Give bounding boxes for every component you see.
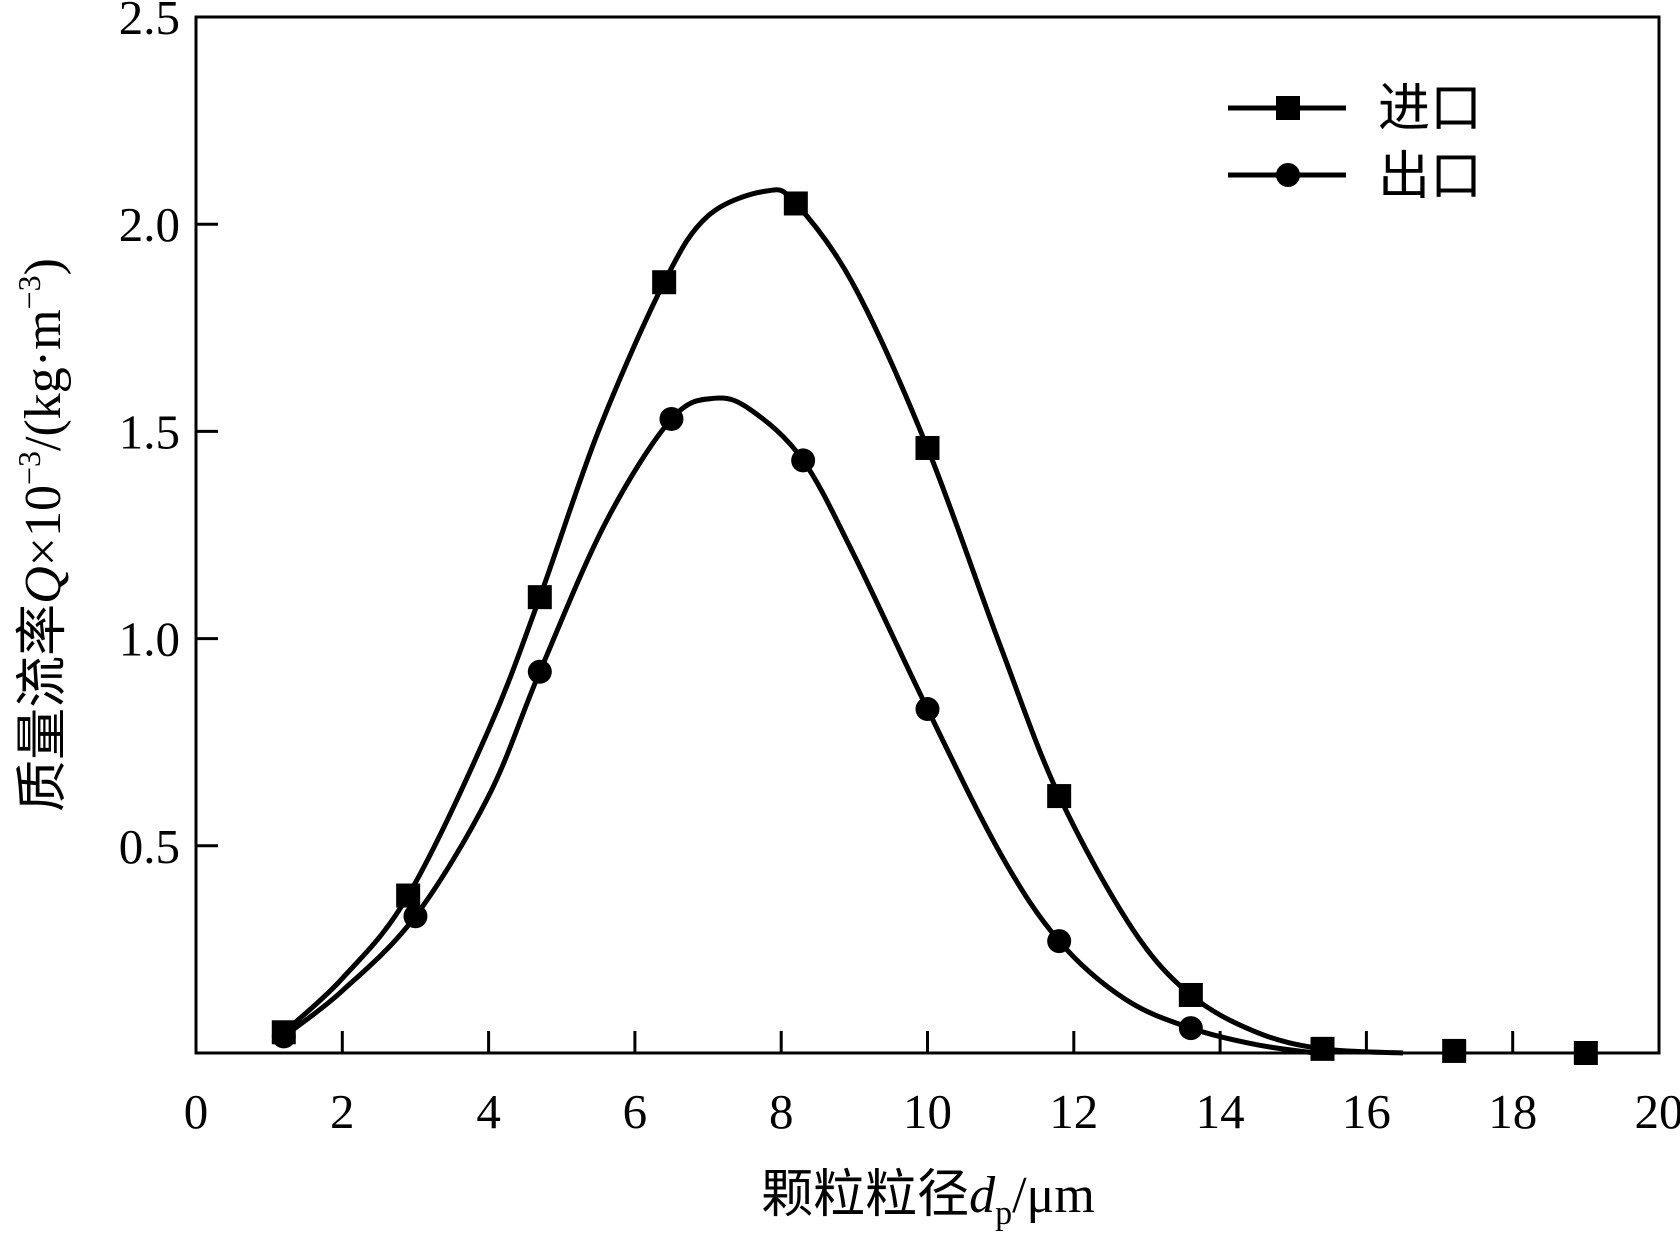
y-axis-title-mid: /(kg·m (15, 309, 72, 451)
data-point-circle (659, 406, 684, 431)
x-tick-label: 18 (1488, 1084, 1537, 1139)
data-point-circle (403, 904, 428, 929)
x-tick-label: 6 (623, 1084, 648, 1139)
y-axis-title: 质量流率Q×10−3/(kg·m−3) (11, 258, 72, 812)
data-point-square (1047, 784, 1072, 809)
series-layer (271, 187, 1598, 1065)
legend: 进口 出口 (1228, 81, 1482, 206)
series-outlet (271, 395, 1316, 1056)
data-point-circle (791, 448, 816, 473)
x-axis-title-main: 颗粒粒径 (761, 1167, 969, 1224)
series-inlet (271, 187, 1598, 1065)
legend-marker-square (1276, 96, 1300, 120)
y-axis-title-exp2: −3 (11, 275, 47, 309)
x-tick-label: 0 (184, 1084, 209, 1139)
x-axis-title: 颗粒粒径dp/μm (761, 1167, 1095, 1232)
x-tick-label: 4 (476, 1084, 501, 1139)
legend-item-outlet: 出口 (1228, 149, 1482, 206)
y-tick-label: 0.5 (119, 819, 180, 874)
legend-marker-circle (1276, 163, 1300, 187)
y-tick-label: 1.5 (119, 404, 180, 459)
y-axis-title-main: 质量流率 (15, 604, 72, 812)
data-point-circle (915, 697, 940, 722)
data-point-circle (1047, 929, 1072, 954)
x-tick-label: 16 (1342, 1084, 1391, 1139)
y-axis-title-mult: ×10 (15, 485, 72, 566)
y-axis-title-close: ) (15, 258, 72, 275)
data-point-square (1310, 1036, 1335, 1061)
x-axis-title-var: d (969, 1167, 996, 1224)
data-point-circle (271, 1024, 296, 1049)
series-line (282, 187, 1404, 1056)
legend-item-inlet: 进口 (1228, 81, 1482, 138)
data-point-circle (527, 659, 552, 684)
data-point-square (1178, 982, 1203, 1007)
data-point-square (1573, 1041, 1598, 1065)
x-axis-title-sub: p (995, 1195, 1012, 1232)
series-line (282, 395, 1316, 1056)
y-axis-ticks: 0.5 1.0 1.5 2.0 2.5 (119, 0, 218, 874)
x-axis-title-unit: /μm (1012, 1167, 1095, 1224)
data-point-square (652, 270, 677, 295)
x-tick-label: 14 (1196, 1084, 1245, 1139)
y-tick-label: 1.0 (119, 612, 180, 667)
x-tick-label: 20 (1635, 1084, 1680, 1139)
x-tick-label: 2 (330, 1084, 355, 1139)
y-axis-title-var: Q (15, 566, 72, 604)
x-tick-label: 8 (769, 1084, 794, 1139)
x-axis-ticks: 0 2 4 6 8 10 12 14 16 18 20 (184, 1031, 1680, 1139)
data-point-square (915, 435, 940, 460)
legend-label-outlet: 出口 (1378, 149, 1482, 206)
data-point-circle (1178, 1016, 1203, 1041)
data-point-square (396, 883, 421, 908)
data-point-square (1442, 1038, 1467, 1063)
legend-label-inlet: 进口 (1378, 81, 1482, 138)
data-point-square (527, 585, 552, 610)
x-tick-label: 12 (1049, 1084, 1098, 1139)
y-tick-label: 2.5 (119, 0, 180, 45)
x-tick-label: 10 (903, 1084, 952, 1139)
y-tick-label: 2.0 (119, 197, 180, 252)
data-point-square (783, 191, 808, 216)
y-axis-title-exp1: −3 (11, 451, 47, 485)
